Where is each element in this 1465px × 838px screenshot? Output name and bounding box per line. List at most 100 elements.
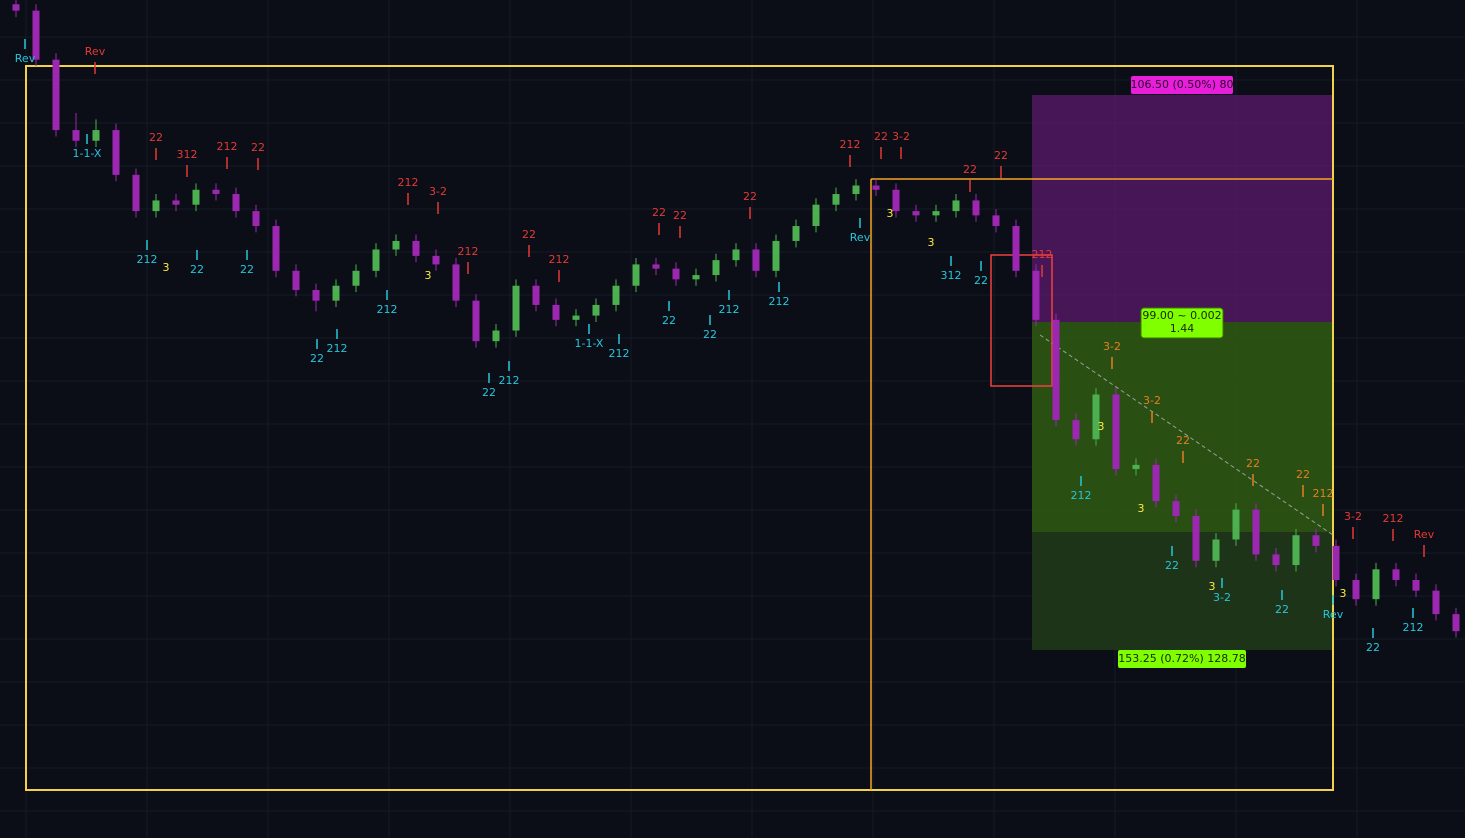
candle-body [1152, 464, 1160, 502]
candle-body [1052, 319, 1060, 421]
signal-label: 22 [974, 274, 988, 287]
candle-body [1372, 569, 1380, 600]
candle-body [1032, 270, 1040, 320]
signal-label: 212 [549, 253, 570, 266]
candle-body [152, 200, 160, 212]
candle-body [392, 240, 400, 250]
candle-body [32, 10, 40, 60]
candle-body [1192, 516, 1200, 561]
candle-body [192, 189, 200, 205]
range-box [25, 65, 1334, 791]
candle-body [1432, 590, 1440, 615]
candle-body [772, 240, 780, 271]
signal-label: 212 [840, 138, 861, 151]
highlight-box [990, 254, 1053, 387]
signal-label: 22 [1165, 559, 1179, 572]
candle-body [272, 226, 280, 271]
candle-body [1452, 614, 1460, 632]
signal-label: 212 [609, 347, 630, 360]
candle-body [1332, 545, 1340, 580]
candle-body [1132, 464, 1140, 470]
candle-body [112, 130, 120, 175]
signal-label: 1-1-X [73, 147, 102, 160]
stop-label: 153.25 (0.72%) 128.78 [1118, 652, 1246, 665]
candle-body [752, 249, 760, 271]
candle-body [972, 200, 980, 216]
candle-body [692, 275, 700, 280]
signal-label: 212 [1313, 487, 1334, 500]
candle-body [132, 174, 140, 212]
candle-body [1312, 535, 1320, 546]
signal-label: 212 [1032, 248, 1053, 261]
signal-label: 212 [499, 374, 520, 387]
signal-label: 212 [458, 245, 479, 258]
candle-body [312, 289, 320, 301]
candle-body [512, 285, 520, 331]
candle-body [572, 315, 580, 320]
signal-label: 212 [217, 140, 238, 153]
entry-label: 1.44 [1170, 322, 1195, 335]
candle-body [372, 249, 380, 271]
signal-label: 22 [190, 263, 204, 276]
bar-count: 3 [163, 261, 170, 274]
candle-body [612, 285, 620, 305]
signal-label: 212 [398, 176, 419, 189]
candle-body [592, 304, 600, 316]
signal-label: 1-1-X [575, 337, 604, 350]
signal-label: 3-2 [1143, 394, 1161, 407]
bar-count: 3 [928, 236, 935, 249]
signal-label: 22 [522, 228, 536, 241]
candles [12, 0, 1460, 638]
signal-label: 312 [177, 148, 198, 161]
candle-body [1232, 509, 1240, 540]
candle-body [552, 304, 560, 320]
signal-label: 212 [1071, 489, 1092, 502]
signal-label: 22 [874, 130, 888, 143]
candle-body [72, 130, 80, 141]
candle-body [452, 264, 460, 301]
labels: Rev 22 312 212 22 212 3-2 212 22 212 22 22 22 212 22 3-… [15, 39, 1435, 654]
signal-label: Rev [15, 52, 36, 65]
candle-body [1292, 535, 1300, 566]
signal-label: 22 [662, 314, 676, 327]
candle-body [12, 4, 20, 11]
signal-label: 22 [1176, 434, 1190, 447]
candle-body [472, 300, 480, 342]
candle-body [992, 215, 1000, 227]
candle-body [492, 330, 500, 342]
candle-body [812, 204, 820, 227]
signal-label: 312 [941, 269, 962, 282]
profit-zone [1032, 322, 1333, 532]
signal-label: 22 [240, 263, 254, 276]
candle-body [332, 285, 340, 301]
signal-label: 22 [149, 131, 163, 144]
candle-body [292, 270, 300, 290]
entry-label: 99.00 ~ 0.002 [1142, 309, 1221, 322]
candle-body [792, 226, 800, 241]
signal-label: 3-2 [1344, 510, 1362, 523]
candle-body [232, 194, 240, 212]
bar-count: 3 [887, 207, 894, 220]
signal-label: 22 [673, 209, 687, 222]
signal-label: Rev [1323, 608, 1344, 621]
candle-body [92, 130, 100, 141]
candle-body [1212, 539, 1220, 561]
signal-label: 22 [310, 352, 324, 365]
candle-body [1112, 394, 1120, 470]
signal-label: 212 [1403, 621, 1424, 634]
signal-label: 212 [377, 303, 398, 316]
candle-body [412, 240, 420, 256]
candle-body [1412, 579, 1420, 591]
candle-body [52, 59, 60, 131]
bar-count: 3 [1138, 502, 1145, 515]
candle-body [952, 200, 960, 212]
signal-label: 22 [963, 163, 977, 176]
bar-count: 3 [1209, 580, 1216, 593]
stop-badge [1118, 650, 1246, 668]
candle-body [632, 264, 640, 286]
candle-body [172, 200, 180, 205]
signal-label: 22 [1275, 603, 1289, 616]
candle-body [1072, 420, 1080, 440]
candle-body [1392, 569, 1400, 580]
